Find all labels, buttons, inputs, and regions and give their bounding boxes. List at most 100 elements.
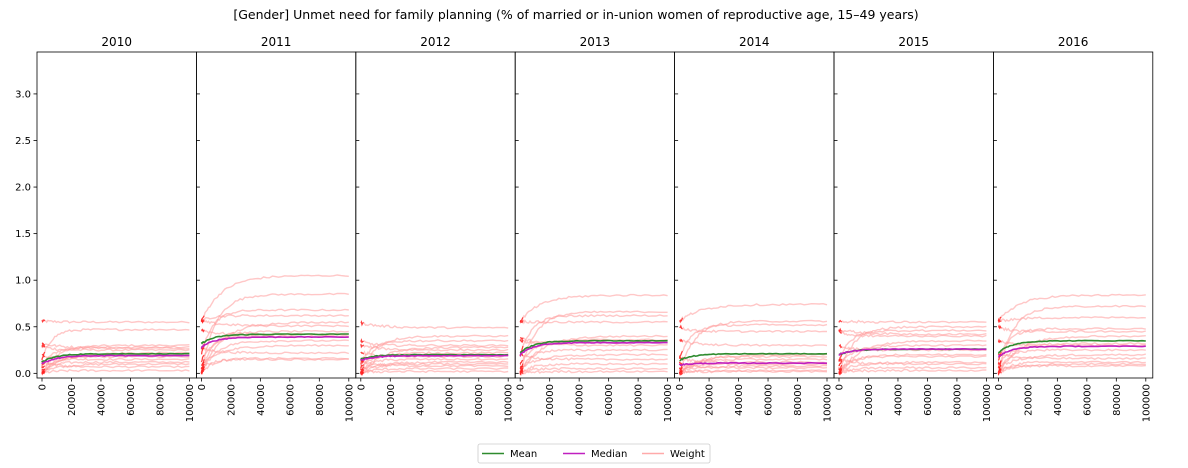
weight-line-start [41, 318, 46, 323]
weight-line [519, 338, 668, 366]
panel-2011: 2011 0 20000 40000 60000 80000 100000 [195, 35, 357, 422]
x-tick-label: 40000 [256, 384, 267, 416]
weight-line [519, 293, 668, 324]
weight-line-start [200, 354, 205, 363]
weight-line-start [41, 369, 46, 375]
x-tick-label: 80000 [952, 384, 963, 416]
weight-line-start [838, 327, 842, 332]
panel-title: 2015 [898, 35, 929, 49]
x-tick-label: 40000 [96, 384, 107, 416]
weight-line [519, 366, 668, 374]
mean-line [200, 333, 349, 345]
weight-line-start [679, 361, 683, 366]
panel-plot-area [519, 293, 668, 376]
weight-line [200, 274, 349, 323]
weight-line [997, 324, 1146, 334]
x-tick-label: 60000 [604, 384, 615, 416]
median-line [41, 354, 190, 365]
weight-line [997, 348, 1146, 377]
x-tick-label: 0 [197, 384, 208, 390]
weight-line [838, 353, 987, 376]
weight-line [679, 324, 828, 334]
weight-line [200, 292, 349, 374]
legend-label-weight: Weight [670, 449, 705, 460]
weight-line [838, 327, 987, 336]
x-tick-label: 20000 [864, 384, 875, 416]
panel-plot-area [360, 319, 509, 377]
x-tick-label: 100000 [504, 384, 515, 422]
weight-line [679, 364, 828, 374]
weight-line [41, 328, 190, 361]
x-tick-label: 0 [835, 384, 846, 390]
weight-line [200, 318, 349, 328]
panel-title: 2010 [101, 35, 132, 49]
x-tick-label: 20000 [1023, 384, 1034, 416]
weight-line [360, 319, 509, 330]
weight-line-start [41, 351, 46, 361]
weight-line-start [201, 361, 205, 367]
weight-line-start [997, 338, 1002, 344]
chart-panels: 2010 0 20000 40000 60000 80000 100000 0.0 0.5 1.0… [15, 35, 1154, 422]
x-tick-label: 100000 [663, 384, 674, 422]
weight-line [838, 328, 987, 363]
x-tick-label: 80000 [315, 384, 326, 416]
x-tick-label: 0 [38, 384, 49, 390]
weight-line-start [679, 338, 683, 343]
y-tick-label: 2.5 [15, 136, 31, 147]
legend-label-mean: Mean [510, 449, 537, 460]
weight-line-start [519, 319, 524, 324]
legend-box [477, 443, 711, 464]
x-tick-label: 20000 [545, 384, 556, 416]
weight-line [519, 310, 668, 374]
x-tick-label: 40000 [734, 384, 745, 416]
weight-line-start [41, 365, 45, 369]
panel-title: 2016 [1058, 35, 1089, 49]
weight-line [679, 362, 828, 375]
weight-line [200, 339, 349, 375]
weight-line [200, 320, 349, 375]
weight-line-start [360, 367, 364, 371]
weight-line [678, 319, 828, 374]
mean-line [41, 352, 190, 363]
weight-line-start [998, 324, 1002, 330]
x-tick-label: 60000 [285, 384, 296, 416]
x-tick-label: 60000 [445, 384, 456, 416]
weight-line [41, 360, 190, 369]
y-tick-label: 1.5 [15, 229, 31, 240]
weight-line-start [838, 360, 843, 367]
weight-line [678, 369, 828, 375]
weight-line [41, 318, 190, 324]
x-tick-label: 20000 [705, 384, 716, 416]
weight-line [41, 353, 190, 375]
weight-line [200, 313, 349, 324]
x-tick-label: 20000 [386, 384, 397, 416]
weight-line [200, 329, 349, 363]
chart-legend: Mean Median Weight [477, 443, 711, 464]
weight-line-start [360, 370, 365, 375]
panel-2010: 2010 0 20000 40000 60000 80000 100000 0.0 0.5 1.0… [15, 35, 197, 422]
weight-line [360, 357, 509, 375]
weight-line-start [838, 343, 843, 349]
panel-frame [195, 51, 357, 379]
y-tick-label: 0.5 [15, 322, 31, 333]
weight-line [838, 325, 987, 374]
x-tick-label: 0 [675, 384, 686, 390]
median-line [200, 335, 349, 350]
median-line [838, 347, 987, 357]
chart-title: [Gender] Unmet need for family planning … [233, 7, 918, 22]
mean-line [519, 339, 668, 354]
x-tick-label: 0 [994, 384, 1005, 390]
weight-line-start [997, 319, 1002, 324]
weight-line-start [838, 357, 843, 363]
weight-line [360, 339, 509, 365]
panel-2012: 2012 0 20000 40000 60000 80000 100000 [355, 35, 516, 422]
weight-line [678, 323, 828, 359]
panel-plot-area [678, 302, 828, 377]
weight-line [679, 338, 828, 347]
x-tick-label: 40000 [1053, 384, 1064, 416]
weight-line-start [519, 365, 524, 370]
weight-line-start [519, 359, 524, 366]
weight-line [360, 337, 509, 348]
weight-line [838, 339, 987, 375]
